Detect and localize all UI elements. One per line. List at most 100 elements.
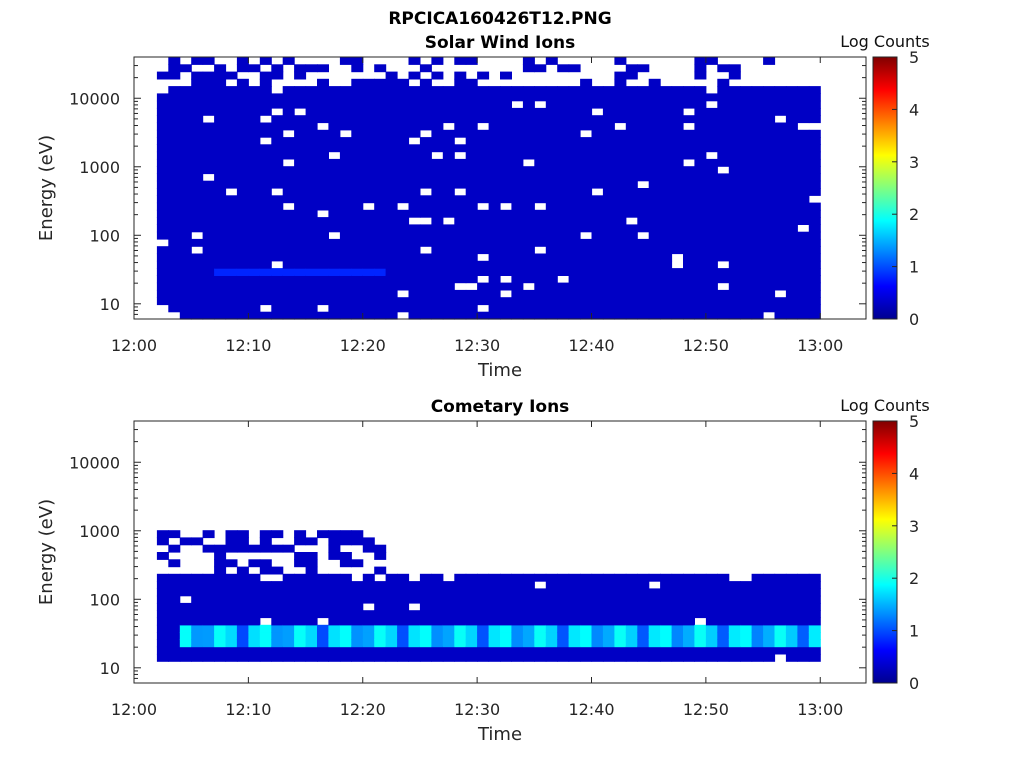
heatmap-cell: [602, 639, 615, 648]
heatmap-cell: [763, 93, 776, 102]
heatmap-cell: [671, 209, 684, 218]
heatmap-cell: [740, 100, 753, 109]
heatmap-cell: [339, 238, 352, 247]
heatmap-cell: [568, 86, 581, 94]
heatmap-cell: [740, 304, 753, 313]
heatmap-cell: [236, 544, 249, 553]
heatmap-cell: [328, 253, 341, 262]
heatmap-cell: [214, 304, 227, 313]
heatmap-cell: [294, 115, 307, 124]
heatmap-cell: [339, 231, 352, 240]
heatmap-cell: [728, 188, 741, 196]
heatmap-cell: [374, 180, 387, 189]
heatmap-cell: [236, 632, 249, 640]
heatmap-cell: [740, 209, 753, 218]
heatmap-cell: [591, 282, 604, 291]
heatmap-cell: [808, 602, 821, 611]
heatmap-cell: [671, 173, 684, 182]
xlabel-cometary: Time: [477, 724, 522, 745]
heatmap-cell: [374, 86, 387, 94]
heatmap-cell: [660, 158, 673, 167]
heatmap-cell: [168, 653, 181, 662]
heatmap-cell: [648, 573, 661, 582]
heatmap-cell: [317, 602, 329, 611]
heatmap-cell: [580, 282, 593, 291]
heatmap-cell: [477, 595, 490, 604]
colorbar-label-solar-wind: Log Counts: [840, 32, 930, 51]
heatmap-cell: [751, 573, 764, 582]
heatmap-cell: [225, 202, 238, 211]
heatmap-cell: [419, 289, 432, 298]
heatmap-cell: [156, 166, 169, 175]
heatmap-cell: [785, 282, 798, 291]
heatmap-cell: [225, 115, 238, 124]
heatmap-cell: [214, 260, 227, 269]
heatmap-cell: [374, 224, 387, 233]
heatmap-cell: [751, 311, 764, 320]
heatmap-cell: [488, 275, 501, 284]
heatmap-cell: [248, 231, 261, 240]
heatmap-cell: [294, 289, 307, 298]
heatmap-cell: [408, 202, 421, 211]
heatmap-cell: [397, 151, 410, 160]
heatmap-cell: [419, 268, 432, 276]
heatmap-cell: [351, 188, 364, 196]
heatmap-cell: [671, 282, 684, 291]
heatmap-cell: [557, 653, 570, 662]
heatmap-cell: [454, 268, 467, 276]
heatmap-cell: [225, 93, 238, 102]
heatmap-cell: [374, 173, 387, 182]
heatmap-cell: [225, 581, 238, 589]
heatmap-cell: [660, 282, 673, 291]
heatmap-cell: [328, 573, 341, 582]
heatmap-cell: [282, 573, 295, 582]
heatmap-cell: [591, 588, 604, 597]
heatmap-cell: [259, 581, 272, 589]
heatmap-cell: [660, 610, 673, 619]
heatmap-cell: [431, 617, 444, 626]
heatmap-cell: [797, 246, 810, 255]
heatmap-cell: [397, 166, 410, 175]
heatmap-cell: [511, 639, 524, 648]
heatmap-cell: [362, 588, 375, 597]
heatmap-cell: [477, 297, 490, 306]
heatmap-cell: [236, 268, 249, 276]
heatmap-cell: [728, 122, 741, 131]
heatmap-cell: [705, 231, 718, 240]
heatmap-cell: [317, 100, 329, 109]
heatmap-cell: [580, 602, 593, 611]
heatmap-cell: [477, 581, 490, 589]
heatmap-cell: [500, 86, 512, 94]
heatmap-cell: [282, 231, 295, 240]
heatmap-cell: [625, 581, 638, 589]
heatmap-cell: [797, 268, 810, 276]
heatmap-cell: [500, 581, 512, 589]
heatmap-cell: [362, 581, 375, 589]
heatmap-cell: [317, 158, 329, 167]
heatmap-cell: [385, 137, 398, 145]
axes-cometary: 12:00 12:10 12:20 12:30 12:40 12:50 13:0010100…: [69, 420, 866, 719]
heatmap-cell: [385, 653, 398, 662]
heatmap-cell: [740, 158, 753, 167]
heatmap-cell: [225, 610, 238, 619]
heatmap-cell: [717, 595, 730, 604]
heatmap-cell: [500, 588, 512, 597]
heatmap-cell: [648, 115, 661, 124]
heatmap-cell: [740, 617, 753, 626]
heatmap-cell: [156, 610, 169, 619]
heatmap-cell: [545, 639, 558, 648]
heatmap-cell: [362, 573, 375, 582]
heatmap-cell: [225, 311, 238, 320]
heatmap-cell: [431, 282, 444, 291]
heatmap-cell: [408, 238, 421, 247]
heatmap-cell: [511, 93, 524, 102]
heatmap-cell: [637, 246, 650, 255]
heatmap-cell: [751, 115, 764, 124]
heatmap-cell: [294, 195, 307, 204]
heatmap-cell: [500, 268, 512, 276]
y-tick-label: 10000: [69, 89, 120, 108]
heatmap-cell: [648, 588, 661, 597]
heatmap-cell: [214, 552, 227, 560]
heatmap-cell: [694, 238, 707, 247]
heatmap-cell: [397, 122, 410, 131]
